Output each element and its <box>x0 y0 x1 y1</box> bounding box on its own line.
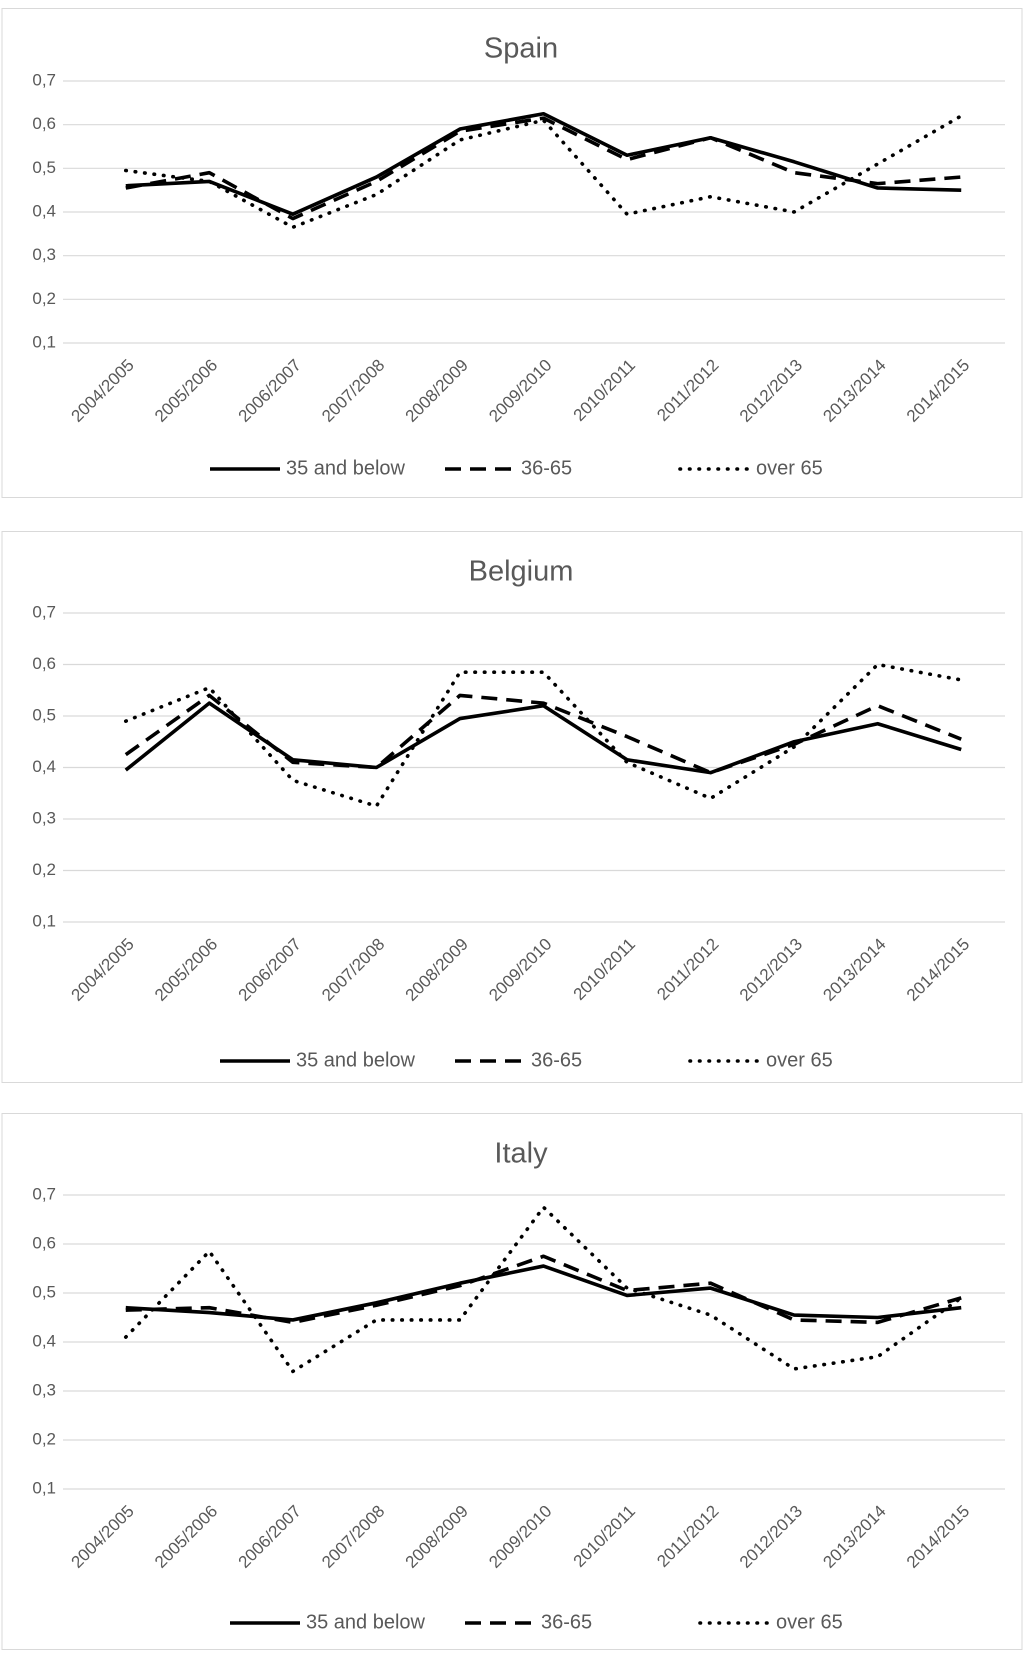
y-tick-label: 0,4 <box>32 1331 56 1350</box>
series-line <box>125 1254 962 1325</box>
y-tick-label: 0,6 <box>32 654 56 673</box>
x-tick-label: 2005/2006 <box>151 935 221 1005</box>
x-tick-label: 2006/2007 <box>235 935 305 1005</box>
series-line <box>124 693 962 775</box>
x-tick-label: 2004/2005 <box>68 935 138 1005</box>
x-tick-label: 2005/2006 <box>151 356 221 426</box>
x-tick-label: 2009/2010 <box>485 1502 555 1572</box>
x-tick-label: 2013/2014 <box>819 1502 889 1572</box>
y-tick-label: 0,2 <box>32 860 56 879</box>
x-tick-label: 2006/2007 <box>235 356 305 426</box>
y-tick-label: 0,6 <box>32 114 56 133</box>
x-tick-label: 2004/2005 <box>68 356 138 426</box>
chart-panel: Spain 0,1 0,2 0,3 0,4 0,5 0,6 0,7 2004/2005 2005/… <box>1 8 1023 498</box>
x-tick-label: 2013/2014 <box>819 356 889 426</box>
legend-label: 35 and below <box>306 1611 426 1633</box>
x-tick-label: 2012/2013 <box>736 935 806 1005</box>
series-line <box>123 662 964 808</box>
chart-panel: Italy 0,1 0,2 0,3 0,4 0,5 0,6 0,7 2004/2005 2005/… <box>1 1113 1023 1650</box>
series-line <box>125 111 962 216</box>
legend-label: 35 and below <box>296 1049 416 1071</box>
legend-label: 36-65 <box>521 457 572 479</box>
x-tick-label: 2008/2009 <box>402 1502 472 1572</box>
y-tick-label: 0,7 <box>32 602 56 621</box>
y-tick-label: 0,4 <box>32 757 56 776</box>
panel-border <box>1 1113 1023 1650</box>
x-tick-label: 2006/2007 <box>235 1502 305 1572</box>
y-tick-label: 0,5 <box>32 158 56 177</box>
y-tick-label: 0,1 <box>32 332 56 351</box>
y-tick-label: 0,3 <box>32 808 56 827</box>
y-tick-label: 0,1 <box>32 911 56 930</box>
x-tick-label: 2008/2009 <box>402 935 472 1005</box>
x-tick-label: 2007/2008 <box>318 1502 388 1572</box>
y-tick-label: 0,4 <box>32 201 56 220</box>
y-tick-label: 0,1 <box>32 1478 56 1497</box>
panel-border <box>1 8 1023 498</box>
x-tick-label: 2011/2012 <box>653 356 722 425</box>
legend-label: 36-65 <box>531 1049 582 1071</box>
y-tick-label: 0,3 <box>32 1380 56 1399</box>
x-tick-label: 2008/2009 <box>402 356 472 426</box>
chart-title: Belgium <box>469 556 574 588</box>
x-tick-label: 2013/2014 <box>819 935 889 1005</box>
x-tick-label: 2014/2015 <box>903 935 973 1005</box>
x-tick-label: 2005/2006 <box>151 1502 221 1572</box>
series-line <box>123 1205 964 1374</box>
x-tick-label: 2012/2013 <box>736 356 806 426</box>
legend-label: 35 and below <box>286 457 406 479</box>
legend-label: over 65 <box>756 457 823 479</box>
y-tick-label: 0,5 <box>32 1282 56 1301</box>
x-tick-label: 2007/2008 <box>318 356 388 426</box>
series-line <box>124 701 962 775</box>
chart-title: Italy <box>494 1138 548 1170</box>
chart-title: Spain <box>484 33 558 65</box>
x-tick-label: 2010/2011 <box>570 356 639 425</box>
y-tick-label: 0,2 <box>32 289 56 308</box>
x-tick-label: 2010/2011 <box>570 935 639 1004</box>
x-tick-label: 2012/2013 <box>736 1502 806 1572</box>
y-tick-label: 0,7 <box>32 70 56 89</box>
legend-label: over 65 <box>766 1049 833 1071</box>
x-tick-label: 2007/2008 <box>318 935 388 1005</box>
legend-label: 36-65 <box>541 1611 592 1633</box>
y-tick-label: 0,7 <box>32 1184 56 1203</box>
panel-border <box>1 531 1023 1083</box>
y-tick-label: 0,3 <box>32 245 56 264</box>
x-tick-label: 2010/2011 <box>570 1502 639 1571</box>
series-line <box>125 116 962 221</box>
x-tick-label: 2009/2010 <box>485 356 555 426</box>
series-line <box>123 114 964 230</box>
x-tick-label: 2011/2012 <box>653 1502 722 1571</box>
x-tick-label: 2014/2015 <box>903 1502 973 1572</box>
x-tick-label: 2009/2010 <box>485 935 555 1005</box>
x-tick-label: 2011/2012 <box>653 935 722 1004</box>
x-tick-label: 2004/2005 <box>68 1502 138 1572</box>
y-tick-label: 0,5 <box>32 705 56 724</box>
x-tick-label: 2014/2015 <box>903 356 973 426</box>
legend-label: over 65 <box>776 1611 843 1633</box>
y-tick-label: 0,2 <box>32 1429 56 1448</box>
y-tick-label: 0,6 <box>32 1233 56 1252</box>
